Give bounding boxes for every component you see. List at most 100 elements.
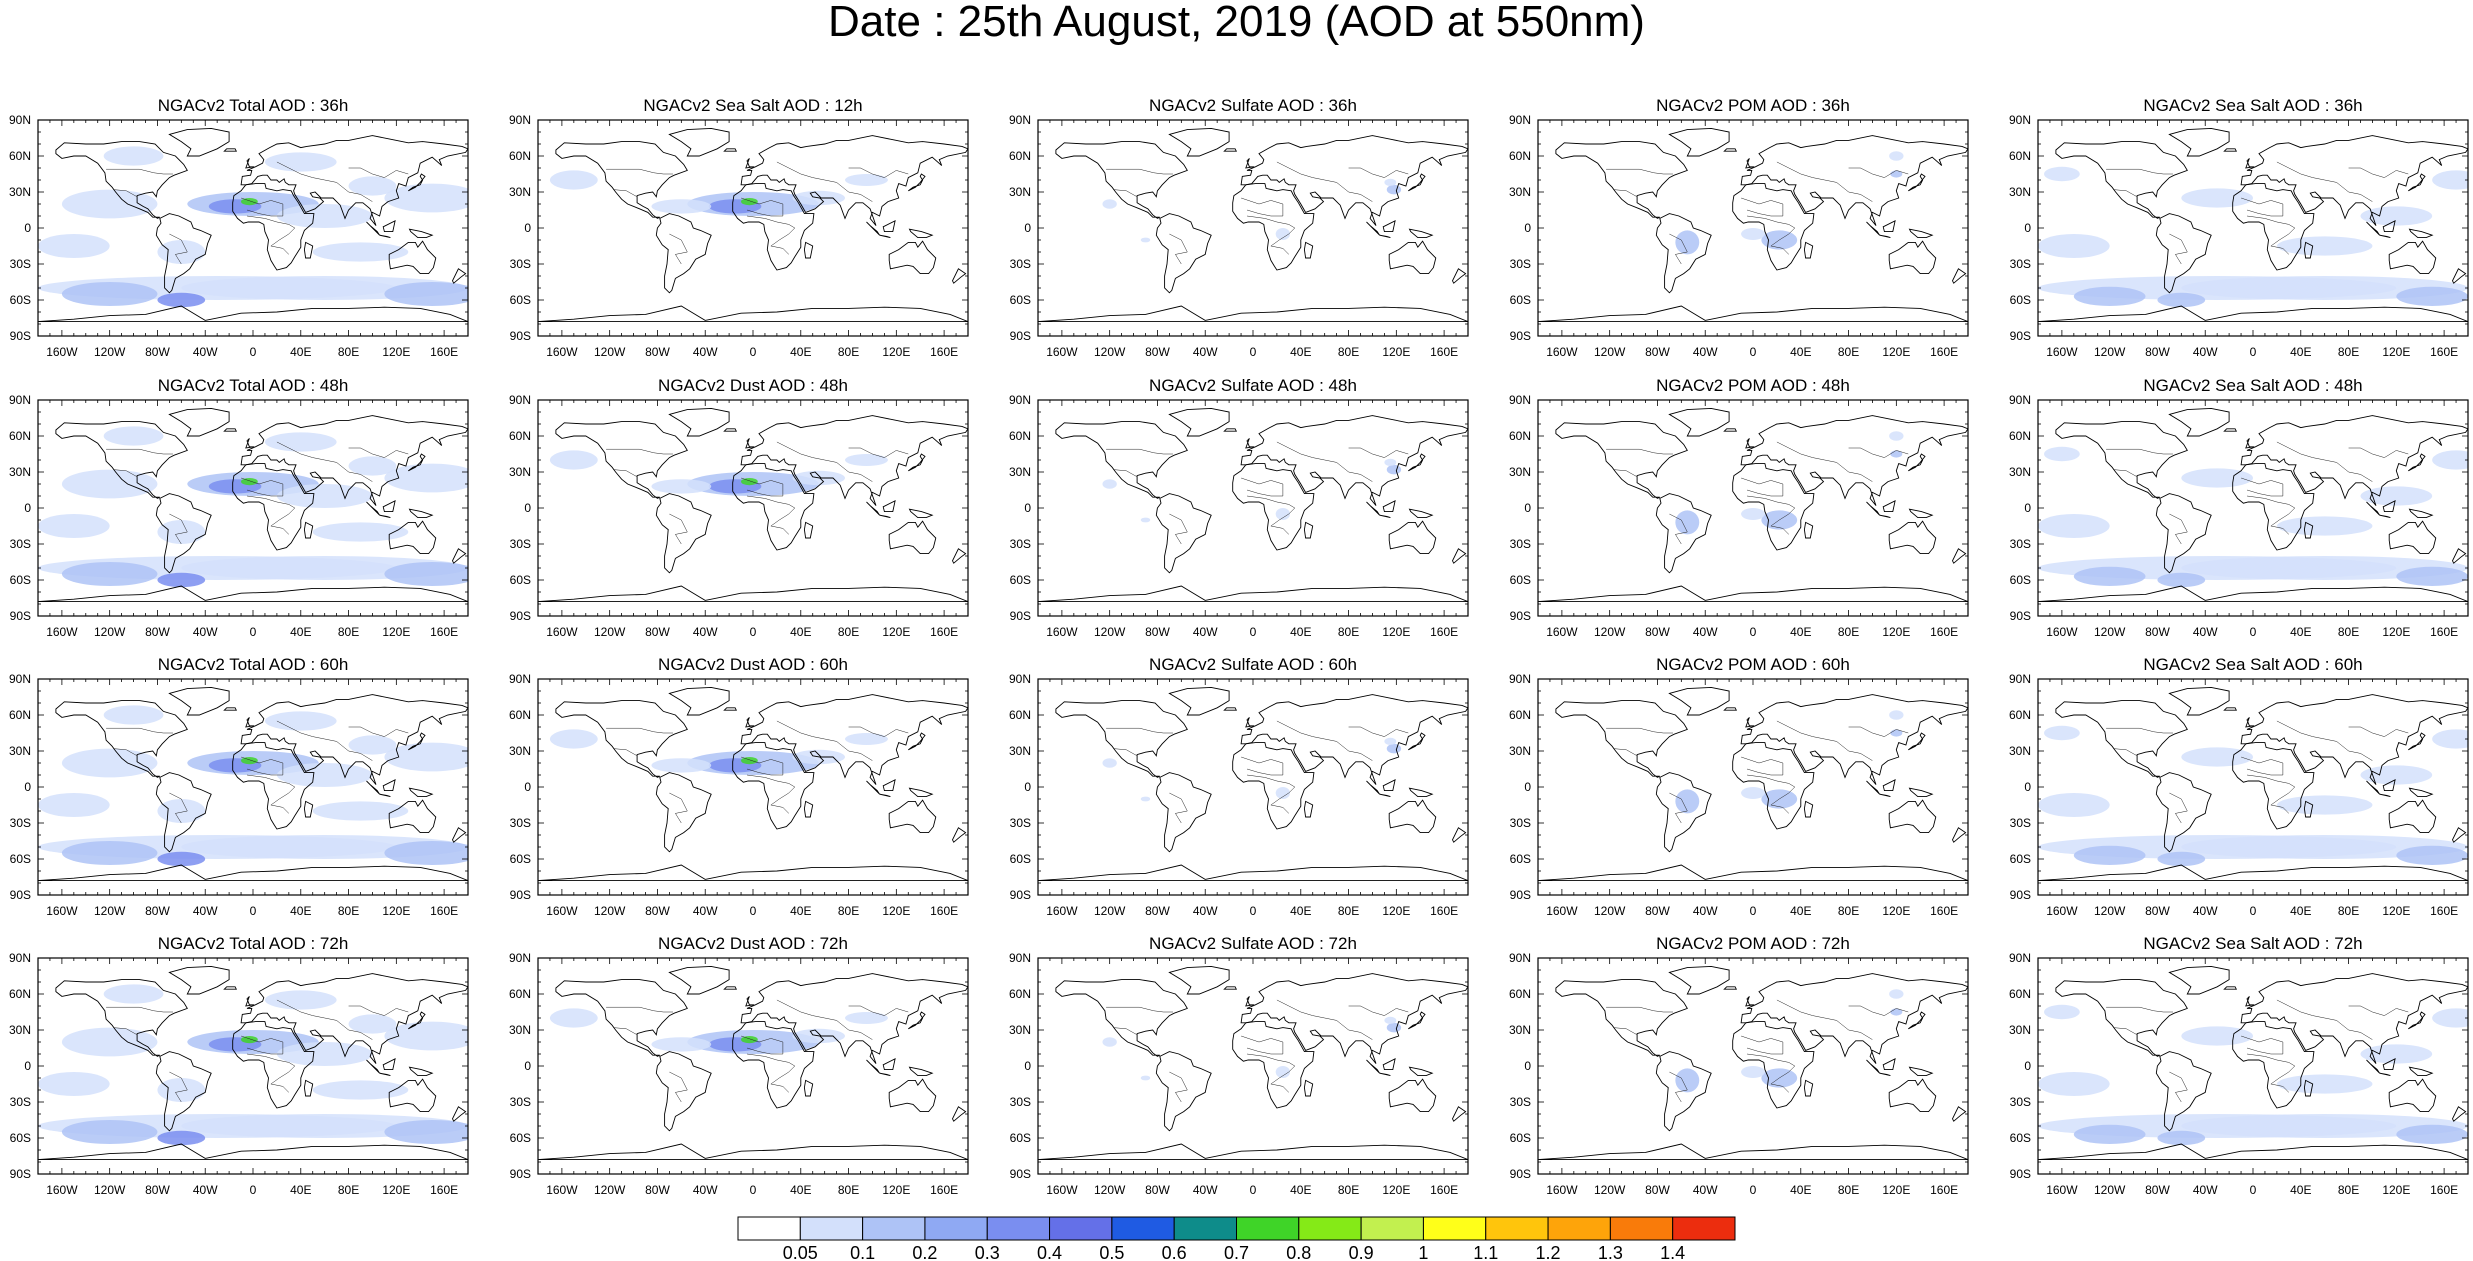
- coastline: [1888, 799, 1937, 834]
- lat-tick-label: 60S: [510, 852, 531, 866]
- lon-tick-label: 40E: [2290, 904, 2311, 918]
- coastline: [1245, 717, 1255, 728]
- lon-tick-label: 40W: [1693, 625, 1718, 639]
- map-panel: NGACv2 Sulfate AOD : 48h 90N 60N 30N 0 30S 60S…: [1009, 376, 1469, 639]
- aod-field: [1889, 431, 1904, 441]
- aod-field: [2396, 286, 2468, 306]
- country-border: [848, 726, 909, 737]
- lat-tick-label: 60S: [510, 1131, 531, 1145]
- coastline: [1245, 438, 1255, 449]
- country-border: [276, 161, 373, 202]
- lon-tick-label: 160W: [546, 625, 578, 639]
- country-border: [1241, 197, 1284, 217]
- colorbar-swatch: [1298, 1216, 1362, 1241]
- aod-field: [312, 1080, 409, 1100]
- aod-field: [348, 176, 397, 196]
- country-border: [2106, 727, 2173, 734]
- lat-tick-label: 30N: [2009, 465, 2031, 479]
- coastline: [1888, 520, 1937, 555]
- lat-tick-label: 30S: [10, 537, 31, 551]
- aod-field: [241, 478, 258, 486]
- lon-tick-label: 160W: [546, 904, 578, 918]
- coastline: [240, 415, 468, 506]
- coastline: [2038, 864, 2468, 882]
- country-border: [348, 1005, 409, 1016]
- lat-tick-label: 30S: [510, 816, 531, 830]
- coastline: [155, 772, 212, 853]
- coastline: [168, 686, 230, 716]
- coastline: [2232, 183, 2315, 271]
- coastline: [908, 453, 926, 472]
- lon-tick-label: 120E: [2382, 625, 2410, 639]
- country-border: [2241, 756, 2284, 776]
- country-border: [746, 495, 796, 535]
- coastline: [232, 463, 315, 551]
- coastline: [1538, 864, 1968, 882]
- lon-tick-label: 120W: [2094, 345, 2126, 359]
- coastline: [723, 707, 738, 711]
- country-border: [613, 748, 638, 757]
- coastline: [1245, 158, 1255, 169]
- lat-tick-label: 90S: [10, 888, 31, 902]
- aod-field: [1102, 758, 1117, 768]
- country-border: [848, 1005, 909, 1016]
- lat-tick-label: 0: [24, 501, 31, 515]
- coastline: [1408, 787, 1434, 798]
- lat-tick-label: 60S: [1010, 852, 1031, 866]
- lon-tick-label: 40W: [2193, 345, 2218, 359]
- lat-tick-label: 60S: [510, 293, 531, 307]
- map-content: [2038, 679, 2468, 895]
- coastline: [451, 827, 467, 843]
- coastline: [38, 864, 468, 882]
- coastline: [908, 228, 934, 239]
- country-border: [606, 1006, 673, 1013]
- coastline: [668, 127, 730, 157]
- lon-tick-label: 120W: [94, 1183, 126, 1197]
- coastline: [1655, 772, 1712, 853]
- lon-tick-label: 160E: [1930, 1183, 1958, 1197]
- coastline: [2155, 772, 2212, 853]
- coastline: [908, 787, 934, 798]
- aod-field: [1140, 796, 1151, 802]
- coastline: [408, 1066, 434, 1077]
- aod-field: [2073, 286, 2146, 306]
- country-border: [1613, 189, 1638, 198]
- lat-tick-label: 30S: [2010, 816, 2031, 830]
- country-border: [2276, 720, 2373, 761]
- lat-tick-label: 90N: [1009, 951, 1031, 965]
- coastline: [1888, 1078, 1937, 1113]
- country-border: [776, 720, 873, 761]
- coastline: [1379, 234, 1391, 239]
- country-border: [169, 513, 188, 545]
- panel-title: NGACv2 Sulfate AOD : 48h: [1149, 376, 1357, 395]
- lat-tick-label: 30S: [1010, 257, 1031, 271]
- coastline: [38, 305, 468, 323]
- lon-tick-label: 80W: [1145, 345, 1170, 359]
- coastline: [1908, 508, 1934, 519]
- lat-tick-label: 90S: [510, 1167, 531, 1181]
- country-border: [1106, 448, 1173, 455]
- coastline: [2388, 240, 2437, 275]
- coastline: [1366, 780, 1380, 795]
- coastline: [745, 158, 755, 169]
- lon-tick-label: 0: [1750, 625, 1757, 639]
- country-border: [246, 215, 296, 255]
- coastline: [1155, 772, 1212, 853]
- aod-field: [2043, 166, 2080, 182]
- lon-tick-label: 80W: [2145, 1183, 2170, 1197]
- coastline: [1451, 1106, 1467, 1122]
- coastline: [1732, 1021, 1815, 1109]
- lon-tick-label: 160W: [1546, 625, 1578, 639]
- coastline: [55, 141, 188, 219]
- lon-tick-label: 40W: [1693, 904, 1718, 918]
- lat-tick-label: 30S: [10, 257, 31, 271]
- coastline: [379, 514, 391, 519]
- aod-field: [1741, 508, 1765, 520]
- coastline: [1866, 221, 1880, 236]
- lat-tick-label: 60S: [2010, 1131, 2031, 1145]
- country-border: [1741, 477, 1784, 497]
- country-border: [776, 441, 873, 482]
- colorbar-label: 1: [1418, 1243, 1428, 1261]
- lat-tick-label: 0: [1024, 1059, 1031, 1073]
- lat-tick-label: 90N: [1509, 951, 1531, 965]
